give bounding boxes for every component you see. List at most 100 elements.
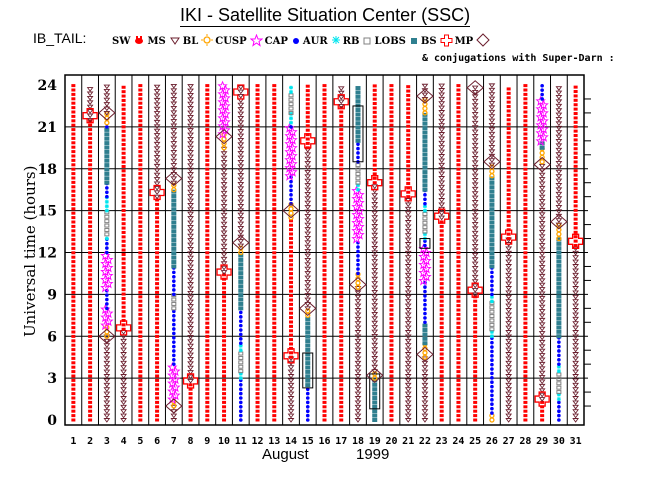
ms-point [456,224,461,228]
ms-point [289,324,294,328]
lobs-point [355,163,361,168]
ms-point [255,277,260,281]
ms-point [255,387,260,391]
ms-point [88,216,93,220]
ms-point [406,137,411,141]
bl-point [371,351,379,357]
bl-point [538,326,546,332]
bl-point [488,140,496,146]
ms-point [88,277,93,281]
bl-point [187,114,194,120]
ms-point [205,378,210,382]
bl-point [572,299,580,304]
ms-point [389,343,394,347]
ms-point [205,383,210,387]
ms-point [389,365,394,369]
bl-point [505,281,513,287]
ms-point [339,308,344,312]
cap-point [103,262,114,273]
ms-point [456,392,461,396]
ms-point [138,207,143,211]
ms-point [155,414,160,418]
ms-point [289,245,294,249]
ms-point [138,150,143,154]
ms-point [272,339,277,343]
ms-point [456,97,461,101]
ms-point [272,216,277,220]
aur-point [490,340,494,345]
ms-point [439,330,444,334]
lobs-point [355,167,361,172]
rb-point [289,116,294,121]
ms-point [339,392,344,396]
bl-point [471,107,479,113]
ms-point [121,134,126,138]
bl-point [170,158,178,164]
ms-point [255,295,260,299]
bl-point [220,182,228,187]
ms-point [205,387,210,391]
ms-point [339,418,344,422]
diamond-marker [165,170,183,187]
bl-point [220,204,228,209]
bl-point [371,369,379,374]
bl-point [237,137,245,143]
ms-point [255,286,260,290]
conjugation-box [302,352,314,389]
bl-point [103,356,111,362]
ms-point [322,229,327,233]
ms-point [523,211,528,215]
rb-point [238,376,243,381]
bl-point [220,155,228,161]
ms-point [389,370,394,374]
ms-point [121,283,126,287]
bs-point [104,132,110,137]
ms-point [88,211,93,215]
cusp-point [422,105,428,112]
ms-point [506,179,511,183]
bl-point [187,119,194,125]
ms-point [456,334,461,338]
ms-point [322,123,327,127]
ms-point [138,334,143,338]
cap-point [421,263,432,274]
bl-point [538,397,546,402]
ms-point [573,239,578,243]
bl-point [120,360,127,366]
aur-point [557,357,561,362]
ms-point [138,158,143,162]
ms-point [506,162,511,166]
bl-point [471,270,479,276]
cap-point [538,99,549,110]
bl-point [120,343,127,348]
ms-point [389,185,394,189]
ms-point [372,119,377,123]
ms-point [121,226,126,230]
aur-point [557,400,561,405]
aur-point [490,270,494,275]
ms-point [121,178,126,182]
aur-point [172,327,176,331]
bl-point [237,221,245,227]
x-tick-label: 29 [536,436,548,447]
x-tick-label: 8 [188,436,194,447]
ms-point [272,246,277,250]
ms-point [523,101,528,105]
bs-point [171,211,177,216]
bl-point [103,413,111,419]
bs-point [489,189,495,194]
bl-point [103,97,111,103]
bs-point [556,316,562,321]
bs-point [489,185,495,190]
ms-point [339,260,344,264]
bl-point [488,96,496,102]
ms-point [222,317,227,321]
ms-point [506,157,511,161]
bl-point [438,149,446,155]
ms-point [339,132,344,136]
rb-point [556,392,561,397]
ms-point [456,185,461,189]
bl-point [153,163,161,169]
aur-point [423,298,427,303]
ms-point [272,176,277,180]
